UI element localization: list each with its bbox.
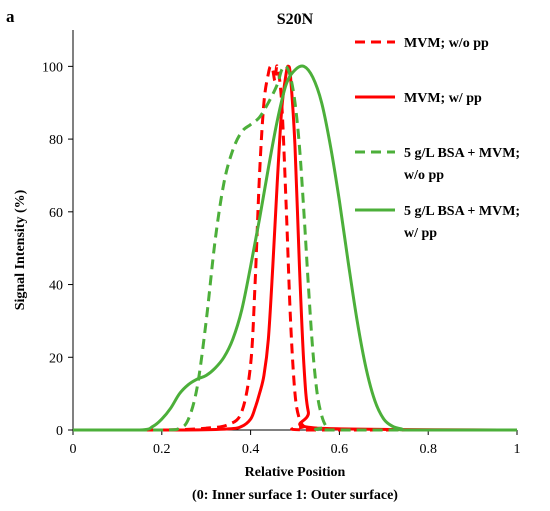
legend-label-3: 5 g/L BSA + MVM; w/o pp <box>404 146 520 183</box>
y-tick-label: 80 <box>49 133 63 148</box>
x-tick-label: 0.6 <box>331 442 349 457</box>
series-line-1 <box>73 64 517 432</box>
legend-label-4: 5 g/L BSA + MVM; w/ pp <box>404 204 520 241</box>
x-tick-label: 1 <box>514 442 521 457</box>
y-tick-label: 100 <box>42 60 63 75</box>
y-tick-label: 0 <box>56 424 63 439</box>
series-layer <box>73 64 518 432</box>
axes: 0 0.2 0.4 0.6 0.8 1 0 20 40 60 80 100 <box>42 30 521 457</box>
series-line-3 <box>73 64 517 432</box>
legend-label-2: MVM; w/ pp <box>404 91 482 106</box>
x-axis-sublabel: (0: Inner surface 1: Outer surface) <box>192 488 398 503</box>
x-tick-label: 0.4 <box>242 442 260 457</box>
x-tick-label: 0 <box>70 442 77 457</box>
x-axis-label: Relative Position <box>245 465 346 480</box>
x-tick-label: 0.8 <box>419 442 437 457</box>
legend-label-1: MVM; w/o pp <box>404 36 489 51</box>
x-tick-label: 0.2 <box>153 442 171 457</box>
y-tick-label: 40 <box>49 279 63 294</box>
series-line-4 <box>73 64 517 432</box>
legend: MVM; w/o pp MVM; w/ pp 5 g/L BSA + MVM; w/o… <box>355 36 520 241</box>
series-line-2 <box>73 64 518 432</box>
panel-label: a <box>6 7 15 26</box>
y-tick-label: 60 <box>49 206 63 221</box>
chart-title: S20N <box>277 11 314 28</box>
y-axis-label: Signal Intensity (%) <box>13 189 28 310</box>
y-tick-label: 20 <box>49 351 63 366</box>
